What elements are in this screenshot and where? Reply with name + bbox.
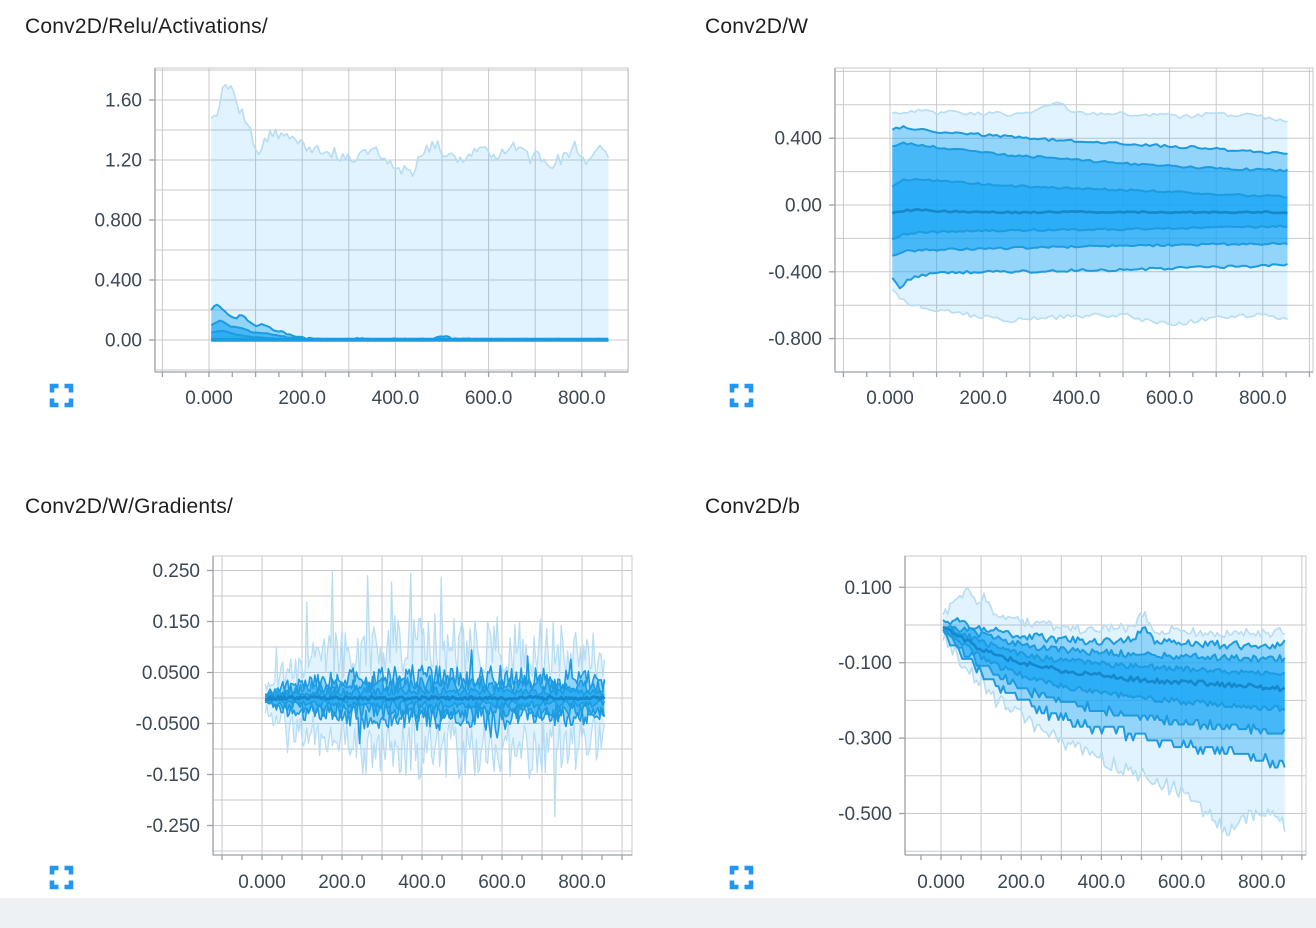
percentile-line-p7: [943, 630, 1286, 769]
x-tick-label: 0.000: [238, 872, 286, 893]
expand-icon-glyph: [49, 865, 74, 890]
expand-icon[interactable]: [729, 383, 754, 408]
plot-area[interactable]: [942, 586, 1286, 836]
x-tick-label: 200.0: [959, 388, 1007, 409]
percentile-line-p69: [891, 178, 1288, 199]
distribution-band: [211, 84, 609, 340]
axes: [149, 68, 628, 377]
distribution-chart: 0.250 0.150 0.0500 -0.0500 -0.150 -0.250 0.000…: [136, 555, 633, 893]
percentile-line-p16: [942, 629, 1286, 735]
axes: [829, 68, 1313, 377]
page-footer-strip: [0, 898, 1316, 928]
y-tick-label: 0.100: [844, 578, 892, 599]
x-tick-label: 600.0: [478, 872, 526, 893]
x-tick-label: 400.0: [372, 388, 420, 409]
y-tick-label: -0.300: [838, 729, 892, 750]
y-tick-label: -0.500: [838, 804, 892, 825]
percentile-line-p7: [264, 700, 606, 745]
percentile-line-p31: [264, 698, 606, 710]
axes: [899, 556, 1306, 860]
expand-icon-glyph: [49, 383, 74, 408]
x-tick-label: 600.0: [1146, 388, 1194, 409]
percentile-line-p93: [891, 125, 1288, 155]
expand-icon[interactable]: [49, 865, 74, 890]
x-tick-label: 0.000: [866, 388, 914, 409]
chart-title-conv2d-w-gradients: Conv2D/W/Gradients/: [25, 495, 234, 518]
chart-title-conv2d-w: Conv2D/W: [705, 15, 809, 38]
y-tick-label: -0.250: [146, 816, 200, 837]
y-tick-label: -0.0500: [136, 714, 200, 735]
expand-icon[interactable]: [49, 383, 74, 408]
percentile-line-p7: [891, 263, 1288, 290]
y-tick-label: -0.800: [768, 329, 822, 350]
percentile-line-max: [210, 83, 610, 177]
percentile-line-min: [942, 632, 1286, 836]
x-tick-label: 600.0: [465, 388, 513, 409]
percentile-line-max: [942, 586, 1285, 639]
percentile-line-p31: [942, 627, 1286, 713]
x-tick-label: 600.0: [1158, 872, 1206, 893]
median-line: [942, 626, 1286, 693]
x-tick-label: 800.0: [1239, 388, 1287, 409]
y-tick-label: 0.00: [105, 331, 142, 352]
expand-icon-glyph: [729, 383, 754, 408]
y-tick-label: 0.400: [94, 271, 142, 292]
y-tick-label: 0.150: [152, 612, 200, 633]
x-tick-label: 200.0: [318, 872, 366, 893]
y-tick-label: -0.150: [146, 765, 200, 786]
y-tick-label: 0.00: [785, 196, 822, 217]
distribution-chart: 0.100 -0.100 -0.300 -0.500 0.000 200.0 400.0 60…: [838, 555, 1307, 893]
plot-area[interactable]: [891, 101, 1288, 327]
distribution-chart: 1.60 1.20 0.800 0.400 0.00 0.000 200.0 400.0 600…: [94, 67, 629, 409]
percentile-line-p69: [264, 686, 605, 698]
plot-area[interactable]: [210, 83, 610, 342]
x-tick-label: 400.0: [1078, 872, 1126, 893]
percentile-line-p84: [942, 625, 1286, 663]
chart-title-conv2d-relu-activations: Conv2D/Relu/Activations/: [25, 15, 268, 38]
axes: [207, 556, 632, 860]
x-tick-label: 800.0: [558, 872, 606, 893]
percentile-line-p93: [264, 649, 606, 696]
x-tick-label: 0.000: [185, 388, 233, 409]
y-tick-label: 0.250: [152, 561, 200, 582]
y-tick-label: -0.400: [768, 262, 822, 283]
percentile-line-p16: [892, 241, 1288, 257]
percentile-line-p84: [264, 674, 606, 697]
x-tick-label: 0.000: [917, 872, 965, 893]
expand-icon[interactable]: [729, 865, 754, 890]
y-tick-label: 0.800: [94, 211, 142, 232]
y-tick-label: 1.60: [105, 91, 142, 112]
percentile-line-min: [891, 289, 1288, 327]
y-tick-label: 0.0500: [142, 663, 200, 684]
percentile-line-p31: [891, 224, 1288, 241]
y-tick-label: 1.20: [105, 151, 142, 172]
y-tick-label: 0.400: [774, 129, 822, 150]
percentile-line-p69: [942, 626, 1286, 677]
x-tick-label: 800.0: [558, 388, 606, 409]
x-tick-label: 400.0: [398, 872, 446, 893]
x-tick-label: 800.0: [1238, 872, 1286, 893]
percentile-line-min: [264, 704, 606, 818]
percentile-line-max: [892, 101, 1288, 123]
distribution-band: [943, 627, 1285, 712]
plot-area[interactable]: [264, 570, 606, 818]
distribution-chart: 0.400 0.00 -0.400 -0.800 0.000 200.0 400.0 600.…: [768, 67, 1314, 409]
percentile-line-p93: [942, 617, 1286, 651]
chart-title-conv2d-b: Conv2D/b: [705, 495, 800, 518]
percentile-line-p84: [892, 141, 1288, 173]
x-tick-label: 200.0: [997, 872, 1045, 893]
y-tick-label: -0.100: [838, 653, 892, 674]
percentile-line-max: [264, 570, 606, 691]
median-line: [891, 208, 1288, 215]
distribution-band: [892, 179, 1288, 240]
x-tick-label: 200.0: [278, 388, 326, 409]
median-line: [264, 695, 606, 701]
expand-icon-glyph: [729, 865, 754, 890]
x-tick-label: 400.0: [1053, 388, 1101, 409]
